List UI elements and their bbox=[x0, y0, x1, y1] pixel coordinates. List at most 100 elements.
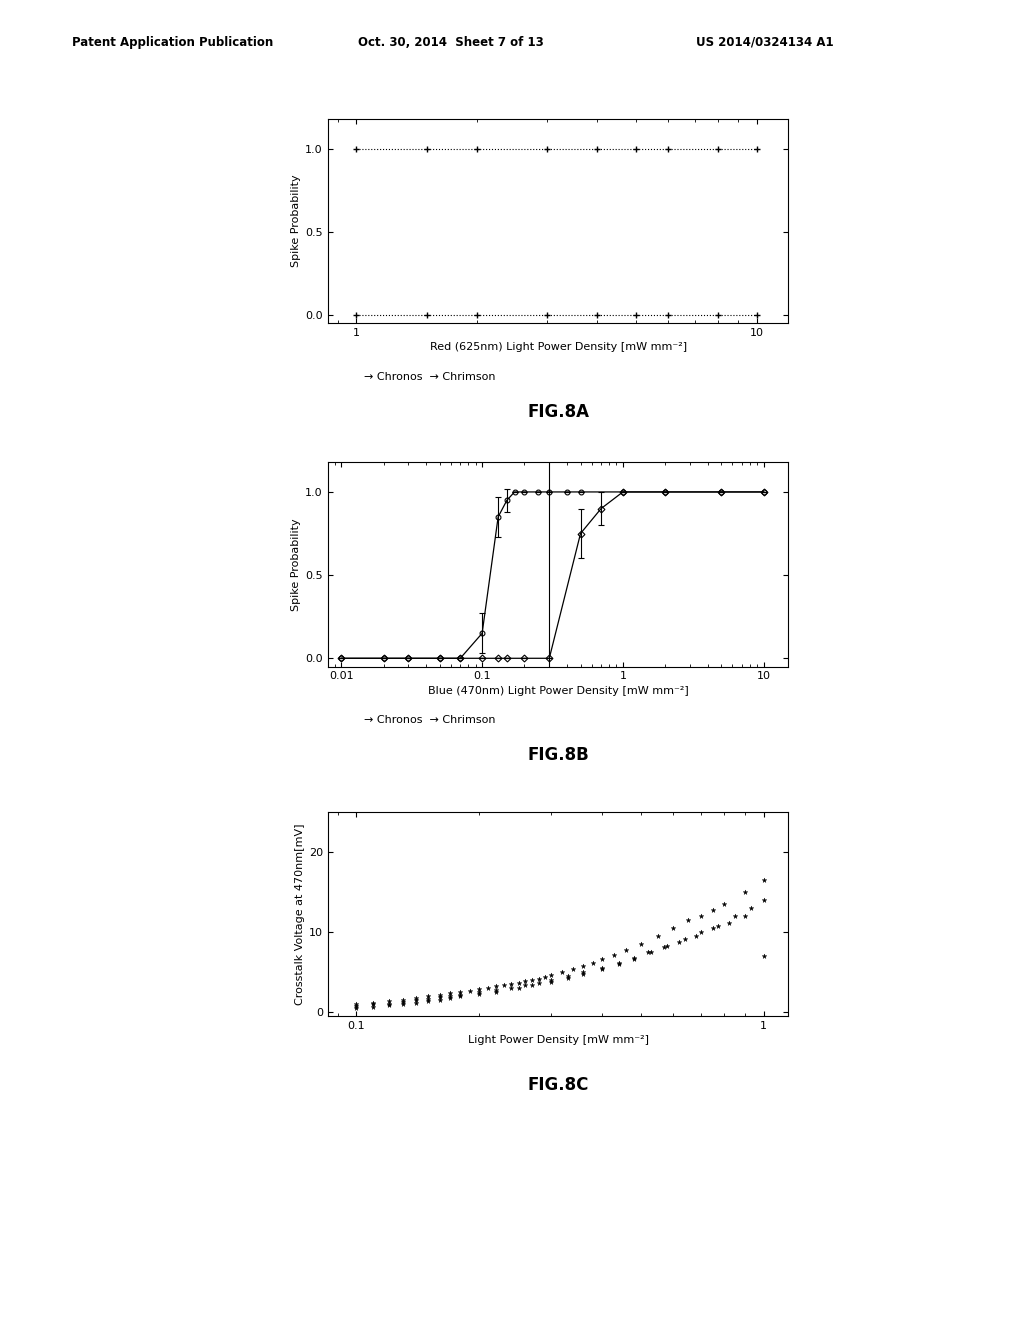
Point bbox=[692, 906, 709, 927]
Text: Patent Application Publication: Patent Application Publication bbox=[72, 36, 273, 49]
Point bbox=[543, 970, 559, 991]
Point bbox=[530, 968, 547, 989]
Point bbox=[420, 986, 436, 1007]
Point bbox=[716, 894, 732, 915]
Point bbox=[574, 964, 591, 985]
Point bbox=[471, 982, 487, 1003]
Point bbox=[610, 953, 627, 974]
Point bbox=[585, 952, 601, 973]
Point bbox=[394, 989, 411, 1010]
Point bbox=[656, 936, 673, 957]
Point bbox=[543, 972, 559, 993]
Point bbox=[666, 917, 682, 939]
Point bbox=[366, 997, 382, 1018]
Point bbox=[431, 986, 447, 1007]
Point bbox=[394, 993, 411, 1014]
Text: FIG.8C: FIG.8C bbox=[527, 1076, 589, 1094]
Point bbox=[677, 929, 693, 950]
Point bbox=[420, 989, 436, 1010]
Point bbox=[618, 940, 635, 961]
Text: → Chronos  → Chrimson: → Chronos → Chrimson bbox=[365, 715, 496, 726]
Point bbox=[366, 993, 382, 1014]
Point bbox=[710, 915, 726, 936]
Point bbox=[650, 925, 667, 946]
Point bbox=[442, 982, 459, 1003]
Point bbox=[420, 990, 436, 1011]
Point bbox=[510, 972, 526, 993]
Point bbox=[643, 941, 659, 962]
Point bbox=[503, 974, 519, 995]
Point bbox=[574, 962, 591, 983]
Point bbox=[517, 970, 534, 991]
Point bbox=[517, 974, 534, 995]
Point bbox=[679, 909, 695, 931]
Point bbox=[453, 986, 469, 1007]
Point bbox=[692, 921, 709, 942]
Text: → Chronos  → Chrimson: → Chronos → Chrimson bbox=[365, 372, 496, 383]
Point bbox=[626, 948, 642, 969]
Point bbox=[606, 944, 623, 965]
Point bbox=[594, 958, 610, 979]
Point bbox=[431, 989, 447, 1010]
Point bbox=[442, 985, 459, 1006]
Text: FIG.8A: FIG.8A bbox=[527, 403, 589, 421]
Point bbox=[530, 972, 547, 993]
X-axis label: Light Power Density [mW mm⁻²]: Light Power Density [mW mm⁻²] bbox=[468, 1035, 648, 1045]
Point bbox=[524, 974, 541, 995]
Point bbox=[487, 979, 504, 1001]
Point bbox=[408, 987, 424, 1008]
Point bbox=[479, 977, 496, 998]
Point bbox=[503, 977, 519, 998]
Text: FIG.8B: FIG.8B bbox=[527, 746, 589, 764]
Point bbox=[496, 974, 512, 995]
Point bbox=[366, 994, 382, 1015]
Point bbox=[487, 975, 504, 997]
Point bbox=[381, 990, 397, 1011]
Point bbox=[756, 945, 772, 966]
Y-axis label: Spike Probability: Spike Probability bbox=[291, 517, 301, 611]
Point bbox=[705, 917, 721, 939]
Point bbox=[737, 906, 754, 927]
Point bbox=[559, 968, 575, 989]
Point bbox=[626, 948, 642, 969]
Point bbox=[594, 949, 610, 970]
Point bbox=[471, 983, 487, 1005]
Point bbox=[442, 987, 459, 1008]
Y-axis label: Crosstalk Voltage at 470nm[mV]: Crosstalk Voltage at 470nm[mV] bbox=[295, 824, 304, 1005]
Point bbox=[727, 906, 743, 927]
Point bbox=[453, 982, 469, 1003]
Text: Oct. 30, 2014  Sheet 7 of 13: Oct. 30, 2014 Sheet 7 of 13 bbox=[358, 36, 544, 49]
Point bbox=[640, 941, 656, 962]
X-axis label: Red (625nm) Light Power Density [mW mm⁻²]: Red (625nm) Light Power Density [mW mm⁻²… bbox=[429, 342, 687, 352]
Y-axis label: Spike Probability: Spike Probability bbox=[291, 174, 301, 268]
Point bbox=[705, 899, 721, 920]
Point bbox=[471, 978, 487, 999]
Point bbox=[687, 925, 703, 946]
Point bbox=[453, 985, 469, 1006]
Point bbox=[408, 993, 424, 1014]
Point bbox=[742, 898, 759, 919]
Point bbox=[524, 970, 541, 991]
Point bbox=[737, 882, 754, 903]
Point bbox=[594, 958, 610, 979]
Point bbox=[487, 981, 504, 1002]
Point bbox=[610, 952, 627, 973]
Point bbox=[348, 998, 365, 1019]
Point bbox=[721, 912, 737, 933]
Point bbox=[537, 966, 553, 987]
Text: US 2014/0324134 A1: US 2014/0324134 A1 bbox=[696, 36, 834, 49]
Point bbox=[756, 890, 772, 911]
Point bbox=[633, 933, 649, 954]
Point bbox=[574, 956, 591, 977]
Point bbox=[381, 993, 397, 1014]
X-axis label: Blue (470nm) Light Power Density [mW mm⁻²]: Blue (470nm) Light Power Density [mW mm⁻… bbox=[428, 685, 688, 696]
Point bbox=[559, 966, 575, 987]
Point bbox=[659, 936, 676, 957]
Point bbox=[381, 994, 397, 1015]
Point bbox=[431, 985, 447, 1006]
Point bbox=[543, 965, 559, 986]
Point bbox=[756, 870, 772, 891]
Point bbox=[554, 962, 570, 983]
Point bbox=[394, 991, 411, 1012]
Point bbox=[348, 995, 365, 1016]
